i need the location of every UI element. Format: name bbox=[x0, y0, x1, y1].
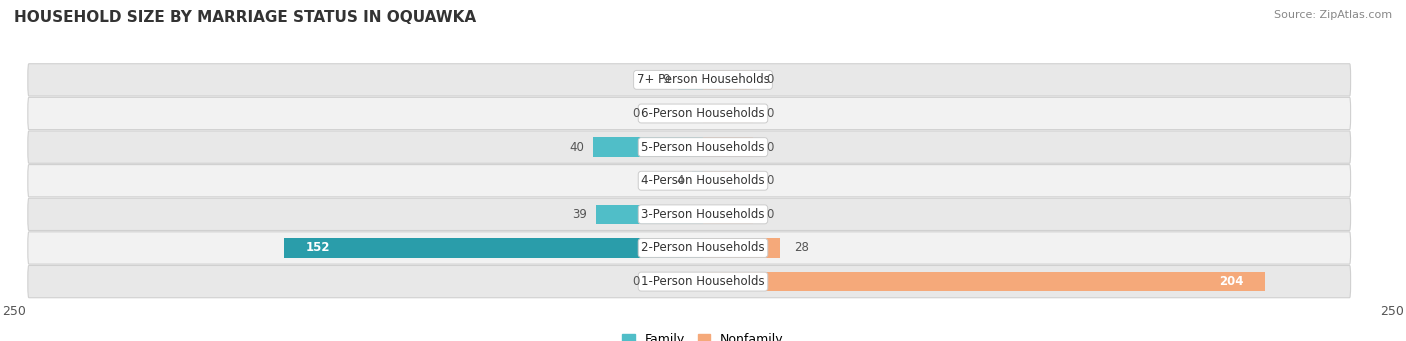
Bar bbox=[703, 104, 752, 123]
FancyBboxPatch shape bbox=[28, 131, 1351, 163]
Text: HOUSEHOLD SIZE BY MARRIAGE STATUS IN OQUAWKA: HOUSEHOLD SIZE BY MARRIAGE STATUS IN OQU… bbox=[14, 10, 477, 25]
Bar bbox=[703, 238, 780, 258]
Text: 1-Person Households: 1-Person Households bbox=[641, 275, 765, 288]
Text: 204: 204 bbox=[1219, 275, 1243, 288]
FancyBboxPatch shape bbox=[28, 97, 1351, 130]
Text: Source: ZipAtlas.com: Source: ZipAtlas.com bbox=[1274, 10, 1392, 20]
Bar bbox=[703, 272, 1265, 291]
Text: 0: 0 bbox=[766, 174, 773, 187]
FancyBboxPatch shape bbox=[28, 198, 1351, 231]
Bar bbox=[284, 238, 703, 258]
Text: 9: 9 bbox=[662, 73, 669, 86]
Text: 40: 40 bbox=[569, 140, 585, 153]
FancyBboxPatch shape bbox=[28, 165, 1351, 197]
Text: 7+ Person Households: 7+ Person Households bbox=[637, 73, 769, 86]
Text: 28: 28 bbox=[794, 241, 808, 254]
Text: 0: 0 bbox=[766, 73, 773, 86]
Bar bbox=[703, 205, 752, 224]
FancyBboxPatch shape bbox=[28, 265, 1351, 298]
Text: 0: 0 bbox=[766, 208, 773, 221]
Text: 6-Person Households: 6-Person Households bbox=[641, 107, 765, 120]
Bar bbox=[596, 205, 703, 224]
Bar bbox=[593, 137, 703, 157]
FancyBboxPatch shape bbox=[28, 232, 1351, 264]
Text: 3-Person Households: 3-Person Households bbox=[641, 208, 765, 221]
Bar bbox=[678, 70, 703, 90]
Text: 152: 152 bbox=[307, 241, 330, 254]
Bar bbox=[703, 171, 752, 191]
FancyBboxPatch shape bbox=[28, 64, 1351, 96]
Text: 0: 0 bbox=[633, 275, 640, 288]
Legend: Family, Nonfamily: Family, Nonfamily bbox=[623, 333, 783, 341]
Bar bbox=[703, 137, 752, 157]
Text: 0: 0 bbox=[766, 140, 773, 153]
Text: 4: 4 bbox=[676, 174, 683, 187]
Text: 5-Person Households: 5-Person Households bbox=[641, 140, 765, 153]
Bar bbox=[703, 70, 752, 90]
Text: 39: 39 bbox=[572, 208, 588, 221]
Text: 0: 0 bbox=[766, 107, 773, 120]
Text: 2-Person Households: 2-Person Households bbox=[641, 241, 765, 254]
Text: 4-Person Households: 4-Person Households bbox=[641, 174, 765, 187]
Bar bbox=[692, 171, 703, 191]
Text: 0: 0 bbox=[633, 107, 640, 120]
